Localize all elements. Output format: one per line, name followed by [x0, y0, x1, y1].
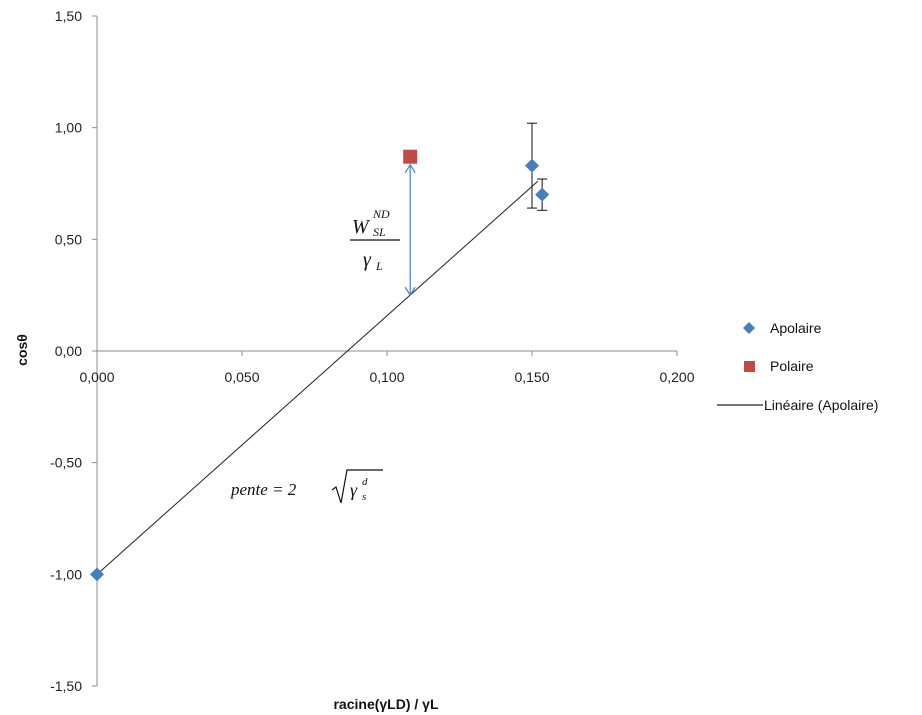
apolaire-point	[535, 187, 550, 202]
slope-root-sup: d	[362, 476, 368, 488]
y-tick-label: 1,50	[55, 8, 82, 24]
y-tick-label: -1,00	[50, 566, 82, 582]
y-tick-label: -0,50	[50, 455, 82, 471]
legend-label-apolaire: Apolaire	[770, 320, 822, 336]
legend-label-lineaire: Linéaire (Apolaire)	[764, 397, 878, 413]
legend-item-apolaire: Apolaire	[743, 320, 822, 336]
fraction-numerator-sup: ND	[372, 207, 390, 221]
fraction-denominator-sub: L	[375, 259, 383, 273]
apolaire-point	[90, 567, 104, 582]
fraction-numerator-sub: SL	[373, 225, 386, 239]
slope-annotation: pente = 2 γ d s	[230, 469, 383, 504]
legend-diamond-marker	[743, 322, 755, 334]
apolaire-point	[525, 158, 539, 173]
fraction-numerator: W	[352, 216, 371, 238]
legend: Apolaire Polaire Linéaire (Apolaire)	[717, 320, 878, 413]
arrow-head-bottom	[404, 286, 416, 297]
axes	[92, 15, 678, 687]
series	[90, 122, 550, 582]
y-tick-label: 0,50	[55, 231, 82, 247]
x-tick-label: 0,100	[369, 369, 404, 385]
slope-root: γ	[350, 480, 358, 500]
y-tick-label: -1,50	[50, 678, 82, 694]
x-tick-label: 0,050	[224, 369, 259, 385]
trendline	[96, 180, 539, 575]
x-axis-title: racine(γLD) / γL	[333, 696, 438, 712]
sqrt-sign	[331, 469, 383, 504]
x-tick-label: 0,150	[514, 369, 549, 385]
slope-prefix: pente = 2	[230, 480, 297, 499]
fraction-denominator: γ	[363, 249, 372, 271]
legend-item-polaire: Polaire	[744, 358, 814, 374]
x-tick-label: 0,200	[659, 369, 694, 385]
legend-item-lineaire: Linéaire (Apolaire)	[717, 397, 878, 413]
x-tick-label: 0,000	[79, 369, 114, 385]
y-tick-label: 1,00	[55, 120, 82, 136]
y-tick-label: 0,00	[55, 343, 82, 359]
tick-labels: 1,50 1,00 0,50 0,00 -0,50 -1,00 -1,50 0,000 0,05…	[50, 8, 695, 694]
arrow-head-top	[404, 163, 416, 174]
legend-square-marker	[744, 361, 755, 372]
fraction-annotation: W ND SL γ L	[350, 207, 400, 273]
slope-root-sub: s	[362, 491, 366, 503]
legend-label-polaire: Polaire	[770, 358, 814, 374]
y-axis-title: cosθ	[14, 334, 30, 366]
polaire-point	[403, 149, 418, 164]
